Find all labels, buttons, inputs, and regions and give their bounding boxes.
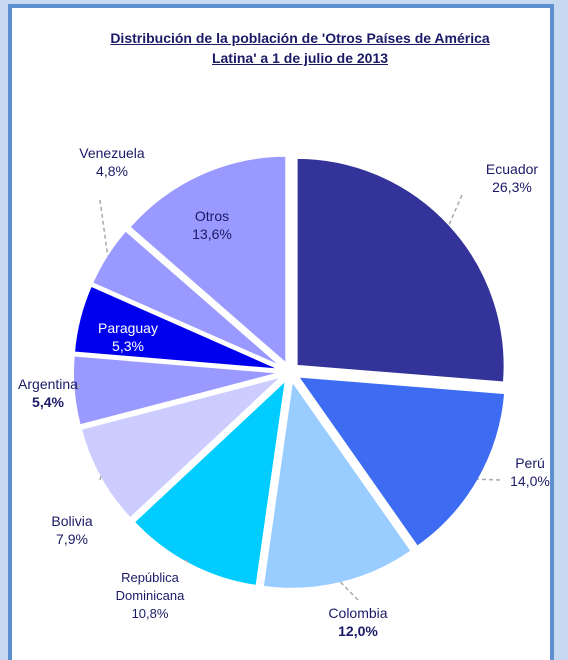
leader-line (99, 199, 109, 257)
value-label: 14,0% (510, 473, 550, 489)
pie-slice (128, 154, 288, 367)
value-label: 10,8% (131, 606, 169, 621)
value-label: 5,3% (112, 338, 144, 354)
category-label: Paraguay (98, 320, 158, 336)
category-label: Colombia (328, 605, 388, 621)
category-label: Ecuador (485, 161, 539, 177)
slice-label: Ecuador 26,3% (486, 160, 538, 196)
value-label: 13,6% (192, 226, 232, 242)
category-label: Argentina (18, 376, 78, 392)
pie-slice (132, 377, 288, 588)
leader-line (184, 559, 191, 565)
pie-slice (72, 354, 282, 427)
pie-slice (295, 156, 506, 384)
value-label: 12,0% (338, 623, 378, 639)
leader-line (339, 581, 359, 601)
category-label: Otros (194, 208, 230, 224)
slice-label: Perú 14,0% (510, 454, 550, 490)
value-label: 7,9% (56, 531, 88, 547)
category-label: Venezuela (79, 145, 145, 161)
leader-line (448, 194, 463, 226)
leader-line (477, 478, 501, 481)
slice-label: Bolivia 7,9% (51, 512, 92, 548)
pie-slice (90, 229, 284, 369)
pie-slice (72, 284, 282, 371)
value-label: 26,3% (492, 179, 532, 195)
slice-label: República Dominicana 10,8% (100, 569, 200, 623)
category-label: Perú (515, 455, 545, 471)
category-label: Bolivia (51, 513, 93, 529)
slice-label: Paraguay 5,3% (98, 319, 158, 355)
slice-label: Venezuela 4,8% (79, 144, 144, 180)
slice-label: Argentina 5,4% (18, 375, 78, 411)
value-label: 4,8% (96, 163, 128, 179)
chart-title: Distribución de la población de 'Otros P… (110, 30, 490, 66)
leader-line (99, 476, 102, 481)
slice-label: Otros 13,6% (192, 207, 232, 243)
category-label: República Dominicana (115, 570, 185, 603)
leader-line (74, 384, 81, 392)
slice-label: Colombia 12,0% (328, 604, 387, 640)
value-label: 5,4% (32, 394, 64, 410)
